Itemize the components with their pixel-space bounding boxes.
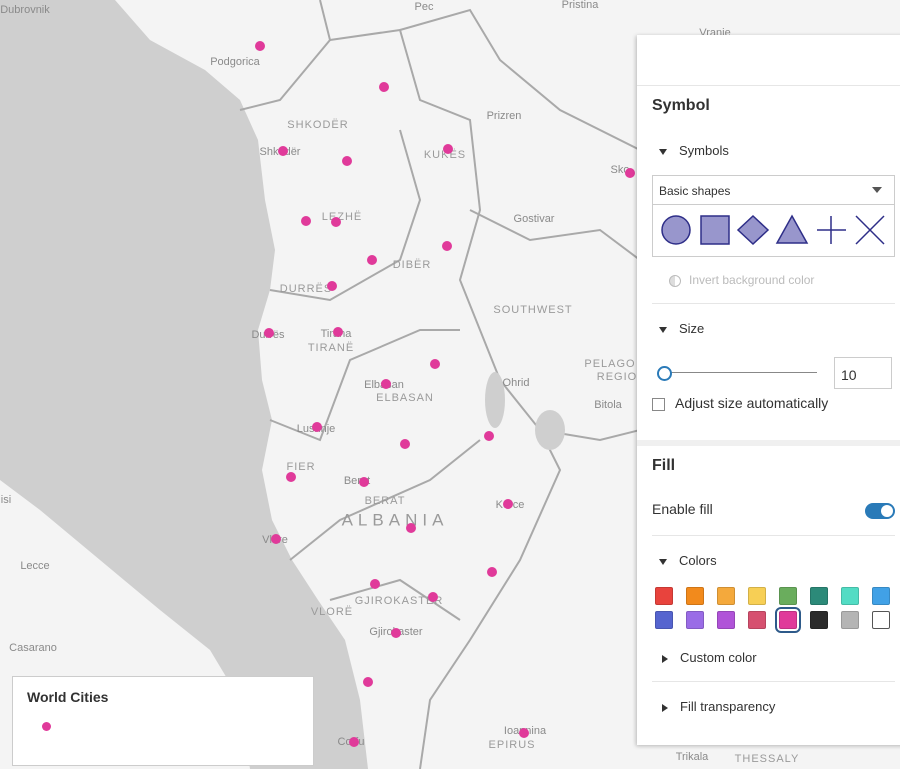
label: Symbols (679, 143, 729, 158)
symbols-toggle[interactable]: Symbols (659, 143, 729, 158)
map-label: DIBËR (393, 259, 432, 271)
size-toggle[interactable]: Size (659, 321, 704, 336)
custom-color-toggle[interactable]: Custom color (662, 650, 757, 665)
color-swatch[interactable] (717, 587, 735, 605)
map-label: VLORË (311, 606, 353, 618)
color-swatch[interactable] (748, 587, 766, 605)
map-label: isi (1, 494, 11, 506)
map-label: Casarano (9, 642, 57, 654)
section-title: Symbol (652, 97, 710, 114)
style-panel: × Symbol Symbols Basic shapes Invert bac… (637, 35, 900, 745)
label: Fill transparency (680, 699, 776, 714)
transparency-toggle[interactable]: Fill transparency (662, 699, 775, 714)
map-label: KUKËS (424, 149, 466, 161)
slider-handle[interactable] (657, 366, 672, 381)
map-label: BERAT (365, 495, 406, 507)
label: Adjust size automatically (675, 395, 829, 411)
map-label: SHKODËR (287, 119, 348, 131)
colors-toggle[interactable]: Colors (659, 553, 717, 568)
shape-square[interactable] (700, 215, 730, 245)
lake (535, 410, 565, 450)
color-swatch[interactable] (655, 587, 673, 605)
label: Custom color (680, 650, 757, 665)
map-label: THESSALY (735, 753, 800, 765)
map-label: Pec (415, 1, 434, 13)
shape-diamond[interactable] (736, 214, 770, 246)
map-label: TIRANË (308, 342, 354, 354)
map-label: Gostivar (514, 213, 555, 225)
color-swatch[interactable] (841, 587, 859, 605)
invert-button[interactable]: Invert background color (669, 273, 814, 287)
map-label: REGIO (597, 371, 637, 383)
color-swatch[interactable] (872, 587, 890, 605)
color-swatch[interactable] (655, 611, 673, 629)
shape-triangle[interactable] (775, 214, 809, 244)
symbol-picker: Basic shapes (652, 175, 895, 257)
map-label: Trikala (676, 751, 709, 763)
shape-options (661, 214, 885, 246)
color-swatch[interactable] (686, 587, 704, 605)
label: Enable fill (652, 501, 713, 517)
map-label: LEZHË (322, 211, 362, 223)
section-title: Fill (652, 457, 676, 474)
map-label: Prizren (487, 110, 522, 122)
color-swatch[interactable] (779, 587, 797, 605)
adjust-checkbox[interactable]: Adjust size automatically (652, 395, 828, 411)
color-swatch[interactable] (775, 607, 801, 633)
map-label: EPIRUS (489, 739, 536, 751)
color-swatch[interactable] (748, 611, 766, 629)
shape-cross[interactable] (817, 216, 846, 244)
map-label: DURRËS (280, 283, 332, 295)
lake (485, 372, 505, 428)
city-points (255, 41, 635, 747)
shape-circle[interactable] (661, 215, 691, 245)
size-input[interactable]: 10 (834, 357, 892, 389)
map-label: SOUTHWEST (493, 304, 572, 316)
fill-toggle[interactable] (865, 503, 895, 519)
shape-x[interactable] (855, 215, 885, 245)
label: Colors (679, 553, 717, 568)
color-swatch[interactable] (686, 611, 704, 629)
select-value: Basic shapes (659, 184, 731, 198)
map-label: GJIROKASTËR (355, 595, 444, 607)
color-swatch[interactable] (872, 611, 890, 629)
map-label: PELAGO (584, 358, 635, 370)
map-label: Sko (611, 164, 630, 176)
shape-select[interactable]: Basic shapes (653, 176, 894, 205)
legend-symbol (42, 722, 51, 731)
map-label: Dubrovnik (0, 4, 50, 16)
size-slider[interactable] (659, 372, 817, 373)
legend-title: World Cities (27, 689, 109, 705)
legend: World Cities (12, 676, 314, 766)
map-label: FIER (286, 461, 315, 473)
color-palette (655, 587, 895, 633)
map-label: ALBANIA (342, 510, 449, 529)
color-swatch[interactable] (717, 611, 735, 629)
map-label: Lecce (20, 560, 49, 572)
map-label: ELBASAN (376, 392, 434, 404)
color-swatch[interactable] (810, 587, 828, 605)
label: Invert background color (689, 273, 815, 287)
color-swatch[interactable] (810, 611, 828, 629)
map-label: Pristina (562, 0, 600, 11)
map-label: Ohrid (503, 377, 530, 389)
map-label: Bitola (594, 399, 622, 411)
label: Size (679, 321, 705, 336)
color-swatch[interactable] (841, 611, 859, 629)
map-label: Podgorica (210, 56, 260, 68)
